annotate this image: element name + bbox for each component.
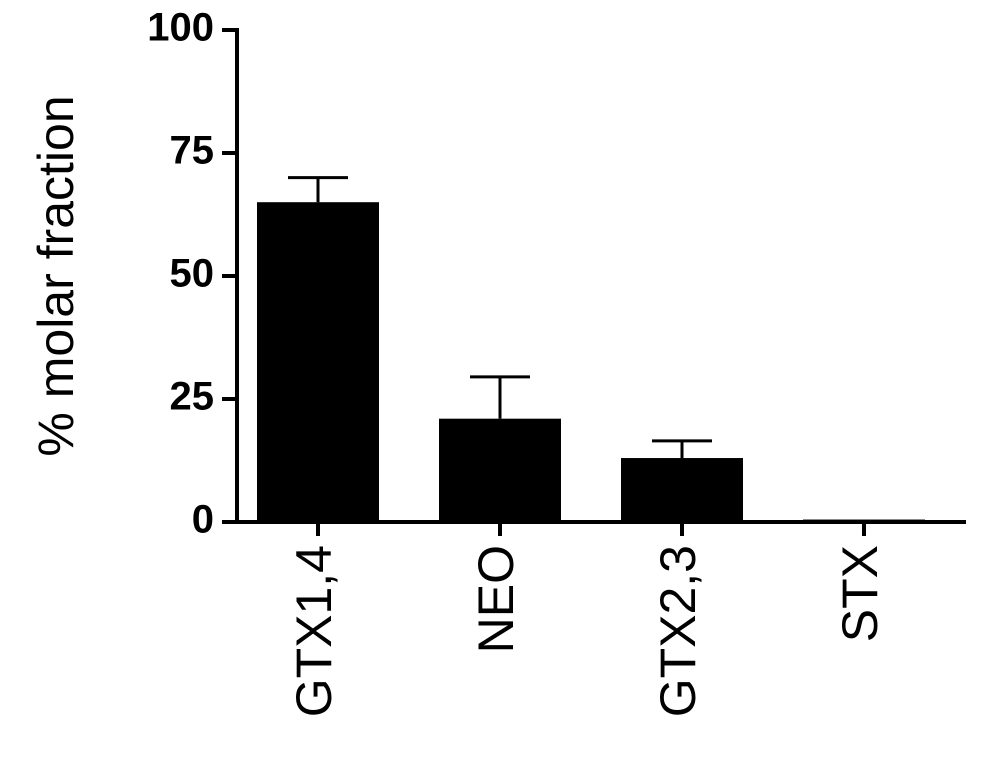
y-axis-label: % molar fraction	[28, 95, 84, 456]
x-tick-label: GTX2,3	[650, 545, 706, 717]
bar	[439, 418, 561, 522]
x-tick-label: STX	[832, 545, 888, 642]
y-tick-label: 50	[170, 252, 215, 296]
y-tick-label: 100	[147, 6, 214, 50]
bar	[621, 458, 743, 522]
y-tick-label: 25	[170, 375, 215, 419]
x-tick-label: GTX1,4	[286, 545, 342, 717]
bar	[803, 519, 925, 522]
error-bar	[288, 176, 348, 203]
bar	[257, 202, 379, 522]
y-tick-label: 75	[170, 129, 215, 173]
x-tick-label: NEO	[468, 545, 524, 653]
y-tick-label: 0	[192, 498, 214, 542]
error-bar	[652, 439, 712, 459]
error-bar	[470, 375, 530, 419]
